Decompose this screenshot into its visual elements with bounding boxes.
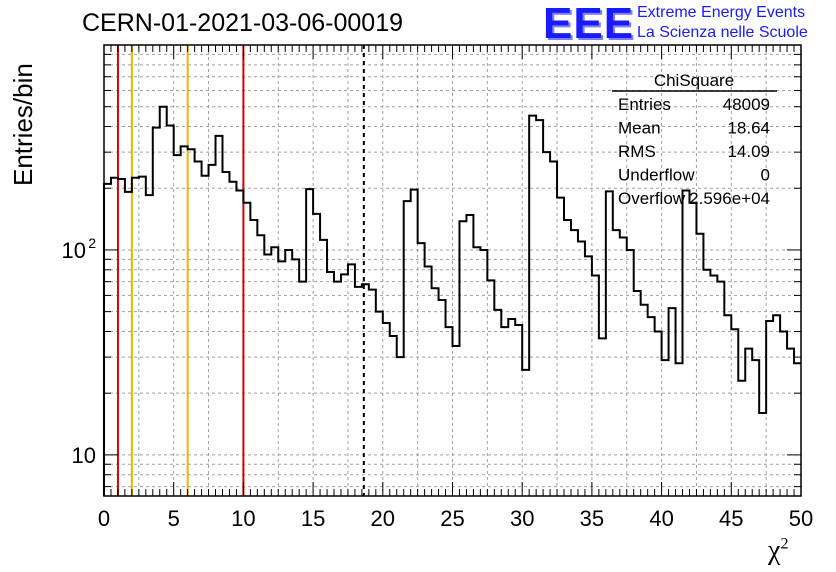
stats-row-value: 14.09 (727, 142, 770, 161)
y-tick-label: 10 (72, 443, 96, 468)
y-tick-label: 10 (62, 238, 86, 263)
y-tick-label-exponent: 2 (88, 235, 96, 251)
chart-title: CERN-01-2021-03-06-00019 (82, 9, 404, 37)
x-tick-label: 10 (231, 506, 255, 531)
x-tick-label: 15 (301, 506, 325, 531)
x-axis-label-symbol: χ (768, 535, 781, 566)
eee-logo: EEE (543, 0, 635, 48)
stats-row-label: Entries (618, 95, 671, 114)
x-tick-label: 0 (98, 506, 110, 531)
x-tick-label: 50 (789, 506, 813, 531)
stats-row-label: RMS (618, 142, 656, 161)
histogram-series (103, 105, 801, 496)
stats-row-value: 18.64 (727, 119, 770, 138)
x-tick-label: 35 (580, 506, 604, 531)
logo-line-2: La Scienza nelle Scuole (637, 24, 808, 41)
stats-row-value: 0 (761, 166, 770, 185)
stats-row-value: 2.596e+04 (689, 189, 770, 208)
x-tick-label: 5 (168, 506, 180, 531)
x-tick-label: 25 (440, 506, 464, 531)
stats-row-value: 48009 (723, 95, 770, 114)
x-tick-label: 45 (719, 506, 743, 531)
x-tick-label: 40 (649, 506, 673, 531)
x-axis-label-superscript: 2 (780, 535, 789, 553)
stats-title: ChiSquare (654, 71, 734, 90)
stats-row-label: Underflow (618, 166, 695, 185)
x-axis-label: χ2 (768, 535, 788, 567)
x-tick-label: 30 (510, 506, 534, 531)
stats-row-label: Mean (618, 119, 661, 138)
stats-row-label: Overflow (618, 189, 686, 208)
x-tick-label: 20 (371, 506, 395, 531)
logo-line-1: Extreme Energy Events (637, 4, 806, 21)
